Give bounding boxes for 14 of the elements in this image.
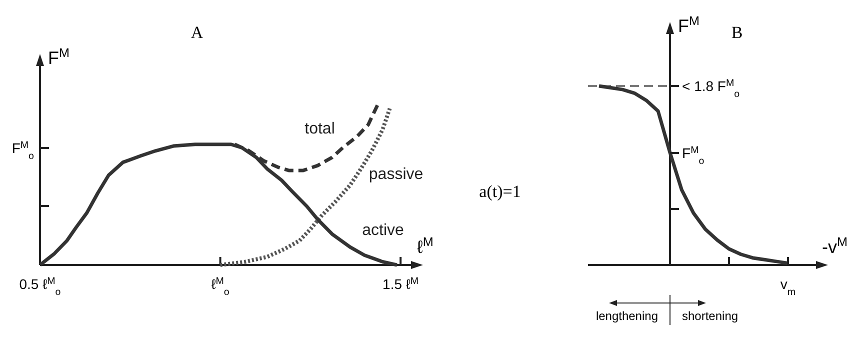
y-axis-title: F$^{M}$ [678, 14, 700, 36]
x-tick-label: 1.5 ℓ$^{M}$ [382, 276, 419, 292]
text: a(t)=1 [479, 182, 521, 201]
text: shortening [682, 309, 738, 323]
x-axis-title: -v$^{M}$ [822, 235, 848, 257]
chart-title: B [731, 23, 743, 42]
x-axis-title: ℓ$^{M}$ [417, 235, 434, 257]
chart-title: A [190, 23, 204, 42]
series-label: passive [368, 166, 424, 183]
text: lengthening [596, 309, 658, 323]
series-label: total [304, 120, 335, 138]
y-axis-title: F$^{M}$ [48, 46, 70, 68]
text: v$_{m}$ [780, 276, 796, 298]
series-label: active [362, 222, 404, 240]
